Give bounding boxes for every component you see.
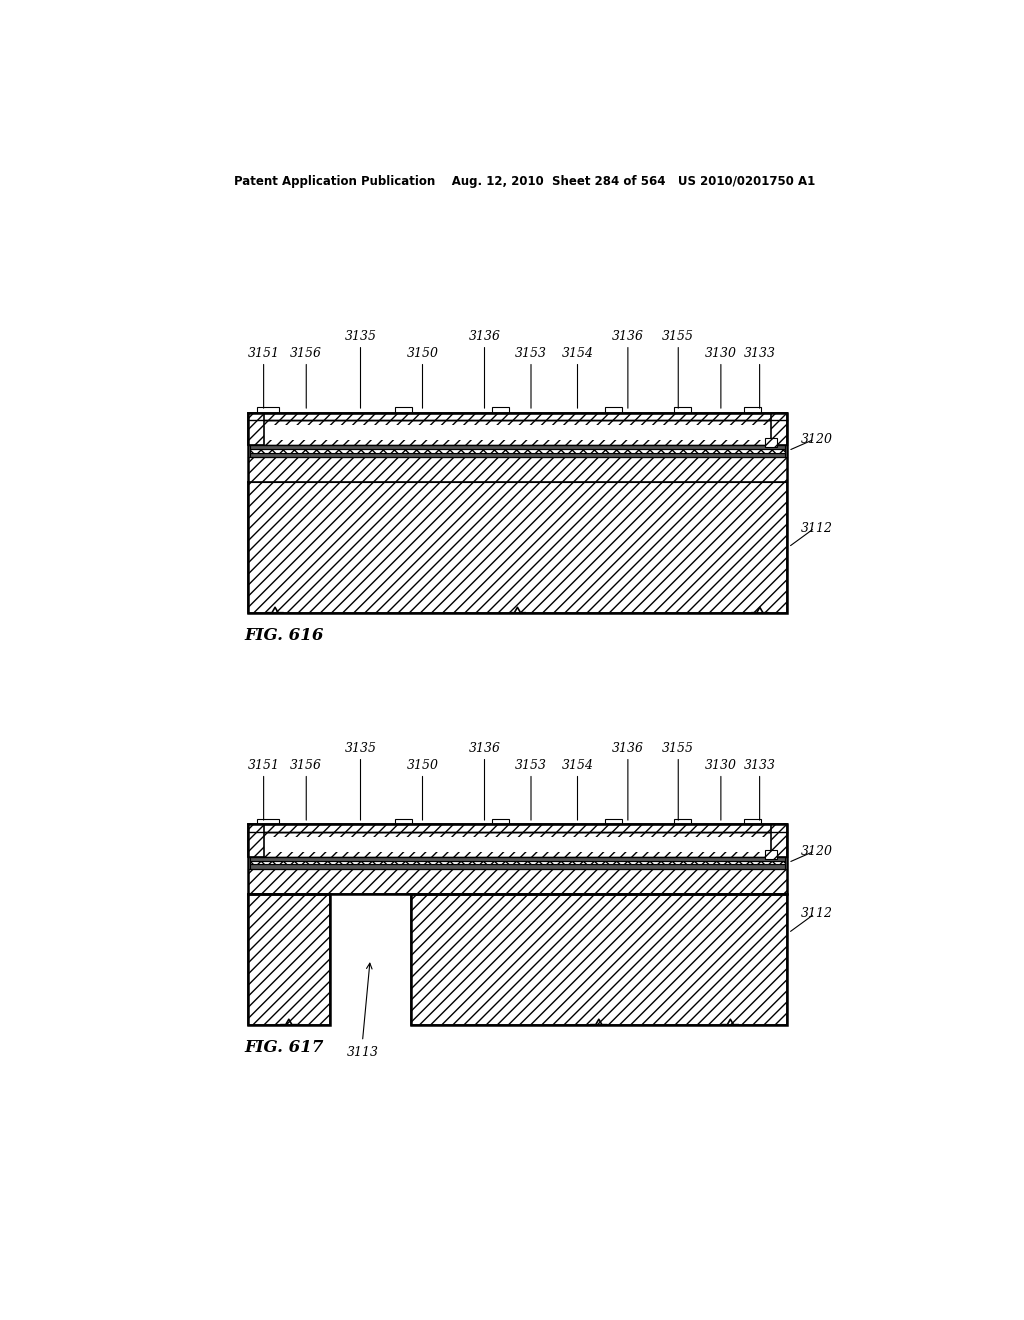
- Text: 3133: 3133: [743, 759, 775, 772]
- Bar: [248, 894, 330, 1024]
- Bar: [395, 407, 413, 412]
- Bar: [248, 825, 786, 832]
- Bar: [248, 832, 786, 857]
- Text: FIG. 617: FIG. 617: [245, 1039, 324, 1056]
- Text: 3155: 3155: [663, 330, 694, 343]
- Bar: [250, 453, 785, 457]
- Bar: [257, 407, 280, 412]
- Text: 3155: 3155: [663, 742, 694, 755]
- Bar: [771, 825, 786, 857]
- Text: 3153: 3153: [515, 759, 547, 772]
- Bar: [248, 412, 786, 612]
- Text: 3153: 3153: [515, 347, 547, 360]
- Bar: [675, 407, 691, 412]
- Text: 3130: 3130: [705, 759, 737, 772]
- Bar: [493, 818, 509, 825]
- Text: 3136: 3136: [612, 330, 644, 343]
- Text: Patent Application Publication    Aug. 12, 2010  Sheet 284 of 564   US 2010/0201: Patent Application Publication Aug. 12, …: [234, 176, 815, 189]
- Text: 3130: 3130: [705, 347, 737, 360]
- Text: 3156: 3156: [290, 347, 323, 360]
- Bar: [395, 818, 413, 825]
- Bar: [675, 818, 691, 825]
- Bar: [248, 869, 786, 894]
- Text: 3113: 3113: [346, 1047, 379, 1059]
- Text: 3112: 3112: [801, 521, 833, 535]
- Bar: [411, 894, 786, 1024]
- Text: 3135: 3135: [344, 330, 377, 343]
- Bar: [744, 818, 761, 825]
- Bar: [250, 445, 785, 449]
- Bar: [250, 857, 785, 861]
- Bar: [250, 449, 785, 453]
- Bar: [263, 837, 771, 851]
- Bar: [257, 818, 280, 825]
- Text: 3154: 3154: [561, 347, 594, 360]
- Text: 3136: 3136: [469, 330, 501, 343]
- Bar: [248, 412, 786, 420]
- Bar: [248, 894, 330, 1024]
- Text: 3120: 3120: [801, 845, 833, 858]
- Text: 3154: 3154: [561, 759, 594, 772]
- Bar: [250, 865, 785, 869]
- Bar: [493, 407, 509, 412]
- Text: 3133: 3133: [743, 347, 775, 360]
- Text: 3120: 3120: [801, 433, 833, 446]
- Bar: [604, 407, 622, 412]
- Bar: [604, 818, 622, 825]
- Text: 3150: 3150: [407, 759, 438, 772]
- Bar: [250, 861, 785, 865]
- Bar: [771, 413, 786, 445]
- Bar: [744, 407, 761, 412]
- Bar: [248, 457, 786, 482]
- Text: 3135: 3135: [344, 742, 377, 755]
- Bar: [248, 420, 786, 445]
- Text: 3112: 3112: [801, 907, 833, 920]
- Text: 3151: 3151: [248, 759, 280, 772]
- Bar: [765, 438, 776, 447]
- Bar: [248, 825, 263, 857]
- Bar: [765, 850, 776, 859]
- Text: FIG. 616: FIG. 616: [245, 627, 324, 644]
- Text: 3156: 3156: [290, 759, 323, 772]
- Text: 3136: 3136: [612, 742, 644, 755]
- Bar: [248, 413, 263, 445]
- Text: 3151: 3151: [248, 347, 280, 360]
- Bar: [411, 894, 786, 1024]
- Text: 3150: 3150: [407, 347, 438, 360]
- Bar: [248, 482, 786, 612]
- Text: 3136: 3136: [469, 742, 501, 755]
- Bar: [248, 825, 786, 894]
- Bar: [263, 425, 771, 440]
